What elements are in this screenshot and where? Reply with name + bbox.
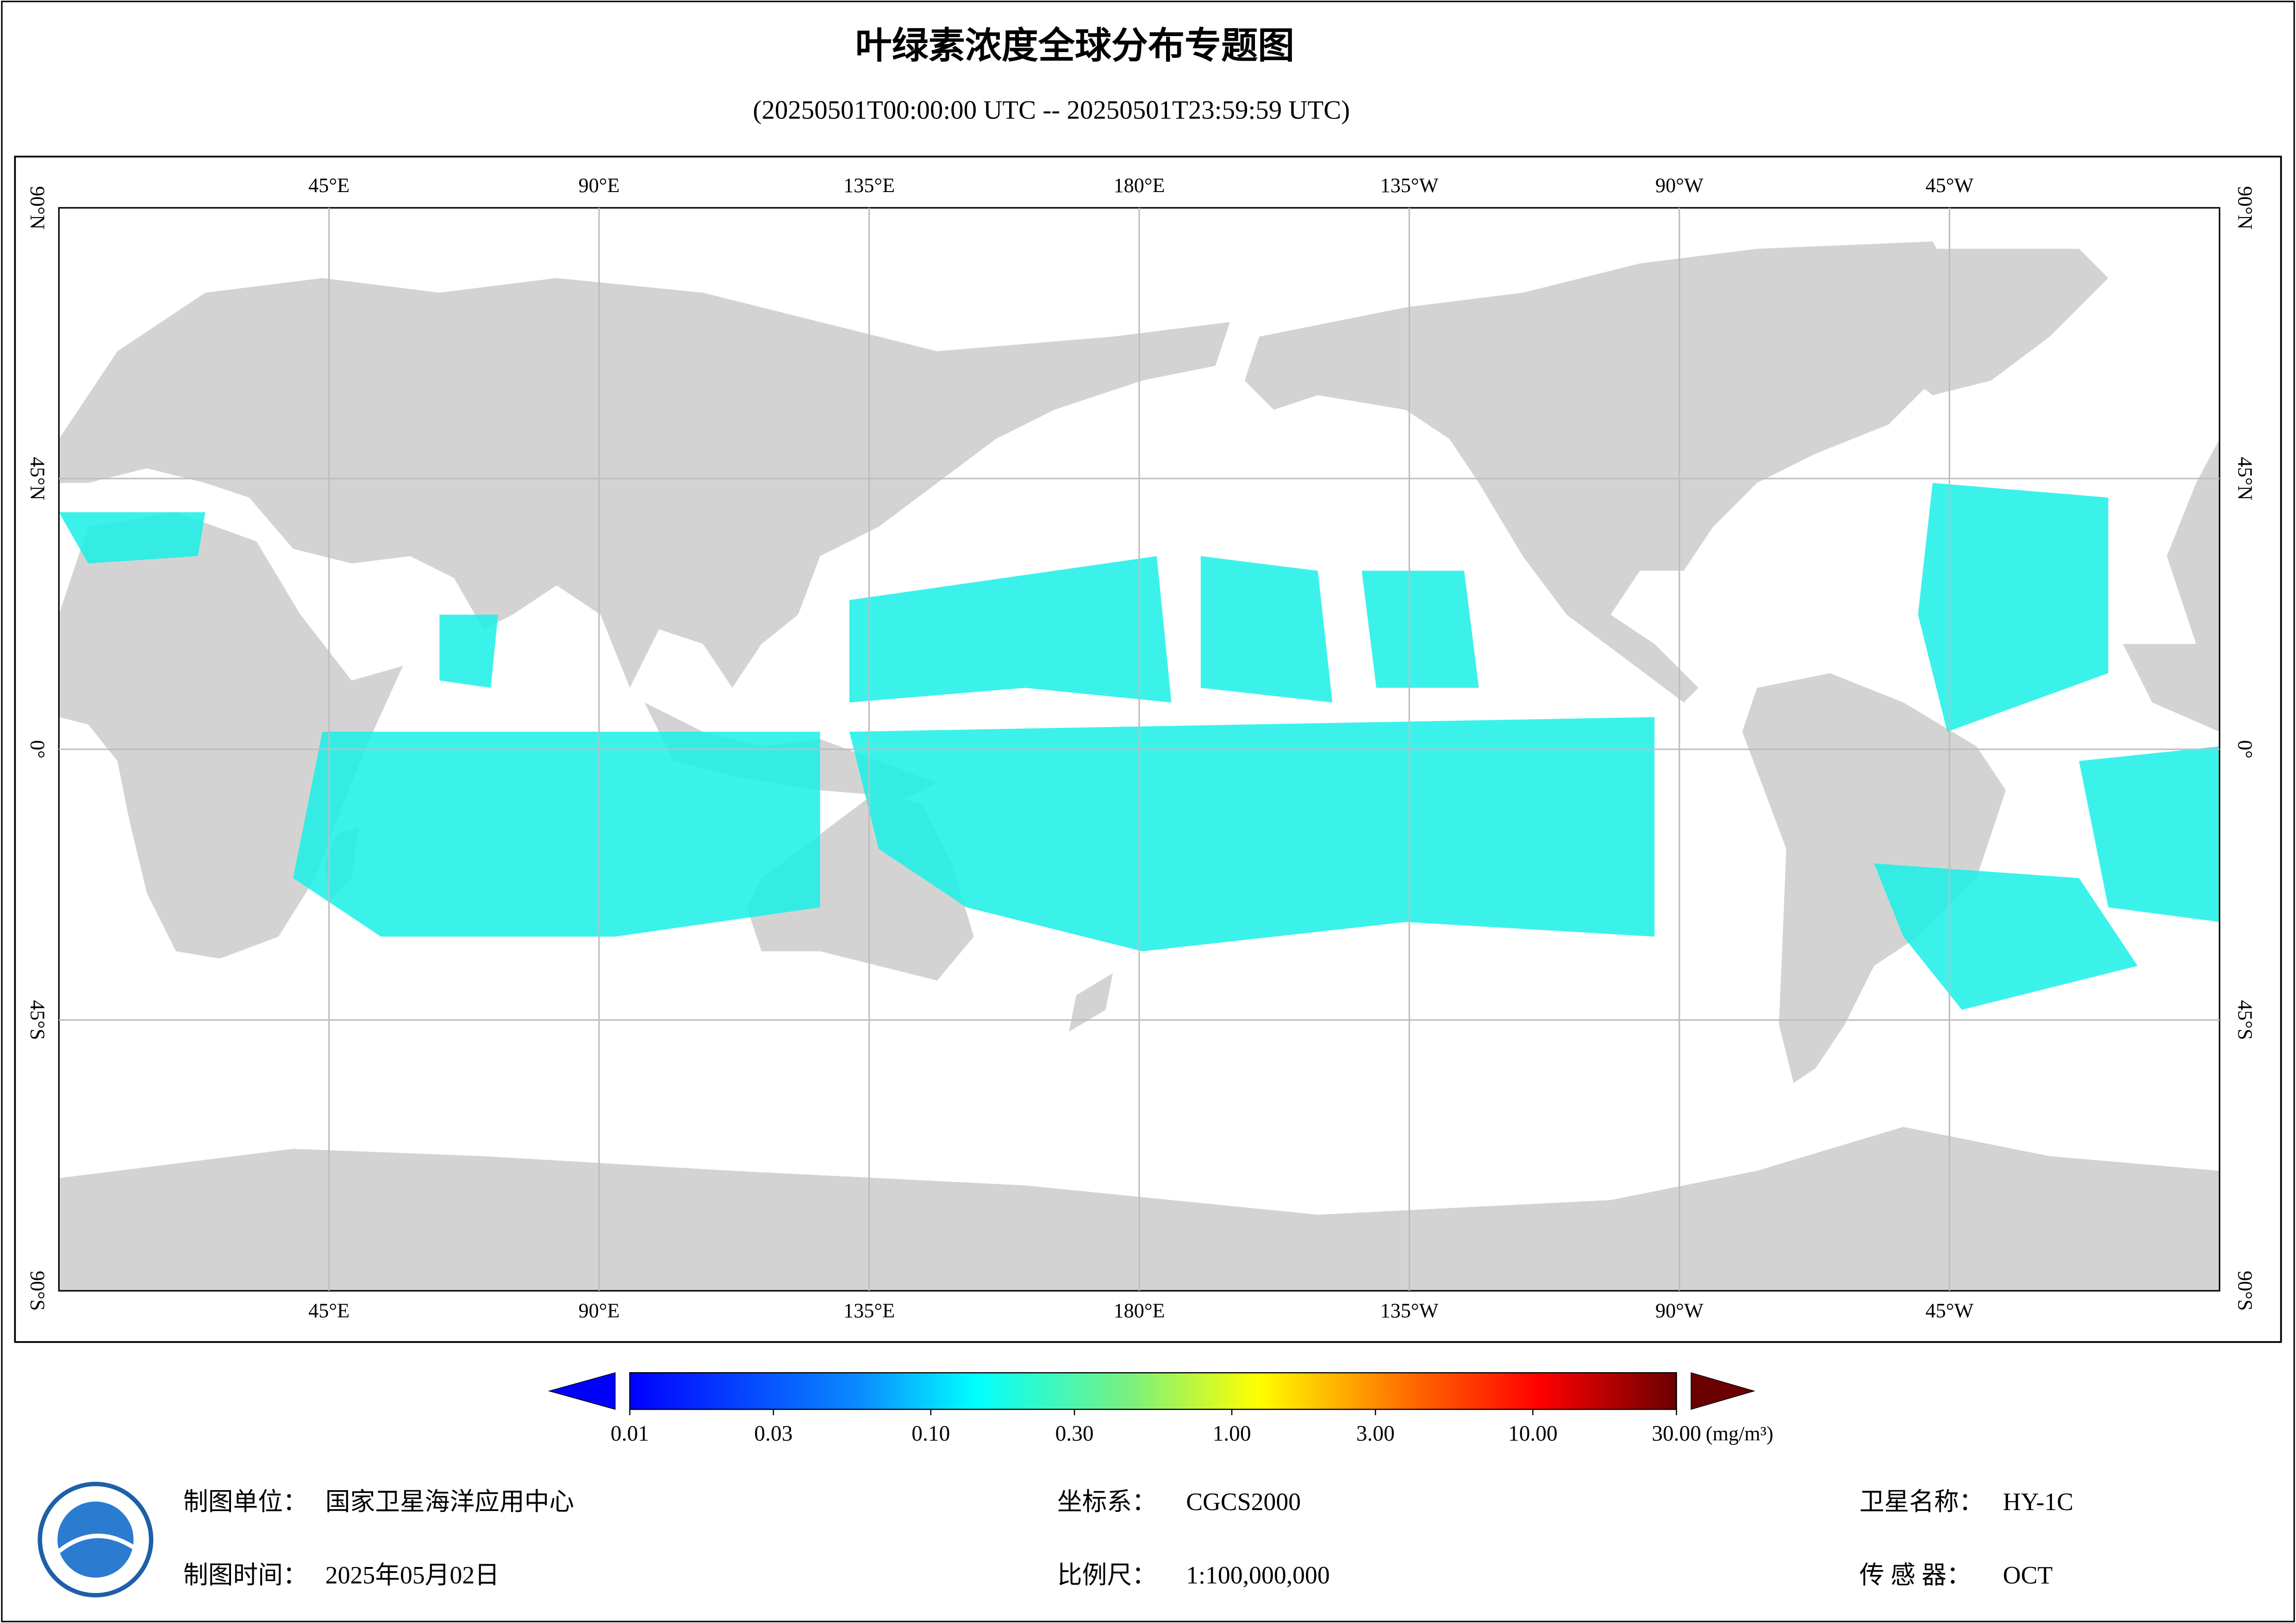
lat-label-left: 45°N [26, 457, 49, 500]
lat-label-left: 45°S [26, 1000, 49, 1040]
lat-label-right: 90°N [2234, 186, 2256, 230]
lat-label-right: 90°S [2234, 1271, 2256, 1311]
lon-label-bottom: 135°W [1380, 1300, 1439, 1322]
colorbar-tick-label: 0.30 [1055, 1422, 1094, 1446]
map-frame [14, 155, 2282, 1343]
lat-label-right: 0° [2234, 740, 2256, 759]
lon-label-top: 45°W [1925, 174, 1973, 197]
lon-label-top: 90°W [1655, 174, 1703, 197]
colorbar-over [1691, 1372, 1756, 1410]
footer-unit: 国家卫星海洋应用中心 [325, 1488, 574, 1516]
lon-label-bottom: 90°W [1655, 1300, 1703, 1322]
colorbar-under [548, 1372, 616, 1410]
lon-label-top: 135°E [843, 174, 895, 197]
lon-label-top: 90°E [579, 174, 620, 197]
colorbar-unit: (mg/m³) [1706, 1422, 1773, 1445]
lon-label-bottom: 135°E [843, 1300, 895, 1322]
colorbar-tick-label: 1.00 [1213, 1422, 1251, 1446]
lat-label-right: 45°N [2234, 457, 2256, 500]
footer-time-label: 制图时间： [183, 1561, 308, 1589]
footer-satellite: HY-1C [2003, 1488, 2073, 1516]
lon-label-top: 135°W [1380, 174, 1439, 197]
lon-label-bottom: 90°E [579, 1300, 620, 1322]
footer-unit-label: 制图单位： [183, 1488, 308, 1516]
title: 叶绿素浓度全球分布专题图 [855, 26, 1295, 67]
logo [37, 1481, 154, 1598]
colorbar-tick-label: 0.03 [754, 1422, 792, 1446]
lat-label-left: 90°S [26, 1271, 49, 1311]
footer-satellite-label: 卫星名称： [1859, 1488, 1984, 1516]
colorbar-tick-label: 30.00 [1652, 1422, 1701, 1446]
footer-crs-label: 坐标系： [1057, 1488, 1157, 1516]
lon-label-bottom: 45°E [308, 1300, 349, 1322]
footer-sensor: OCT [2003, 1561, 2053, 1589]
footer-sensor-label: 传 感 器： [1859, 1561, 1972, 1589]
subtitle: (20250501T00:00:00 UTC -- 20250501T23:59… [753, 96, 1350, 125]
colorbar [629, 1372, 1677, 1410]
lon-label-bottom: 180°E [1113, 1300, 1165, 1322]
footer-crs: CGCS2000 [1186, 1488, 1301, 1516]
footer-scale-label: 比例尺： [1057, 1561, 1157, 1589]
lon-label-bottom: 45°W [1925, 1300, 1973, 1322]
lon-label-top: 45°E [308, 174, 349, 197]
lon-label-top: 180°E [1113, 174, 1165, 197]
footer-time: 2025年05月02日 [325, 1561, 499, 1589]
colorbar-tick-label: 3.00 [1356, 1422, 1395, 1446]
colorbar-tick-label: 0.01 [611, 1422, 649, 1446]
colorbar-tick-label: 0.10 [911, 1422, 950, 1446]
lat-label-left: 0° [26, 740, 49, 759]
lat-label-right: 45°S [2234, 1000, 2256, 1040]
footer-scale: 1:100,000,000 [1186, 1561, 1330, 1589]
lat-label-left: 90°N [26, 186, 49, 230]
colorbar-tick-label: 10.00 [1508, 1422, 1558, 1446]
